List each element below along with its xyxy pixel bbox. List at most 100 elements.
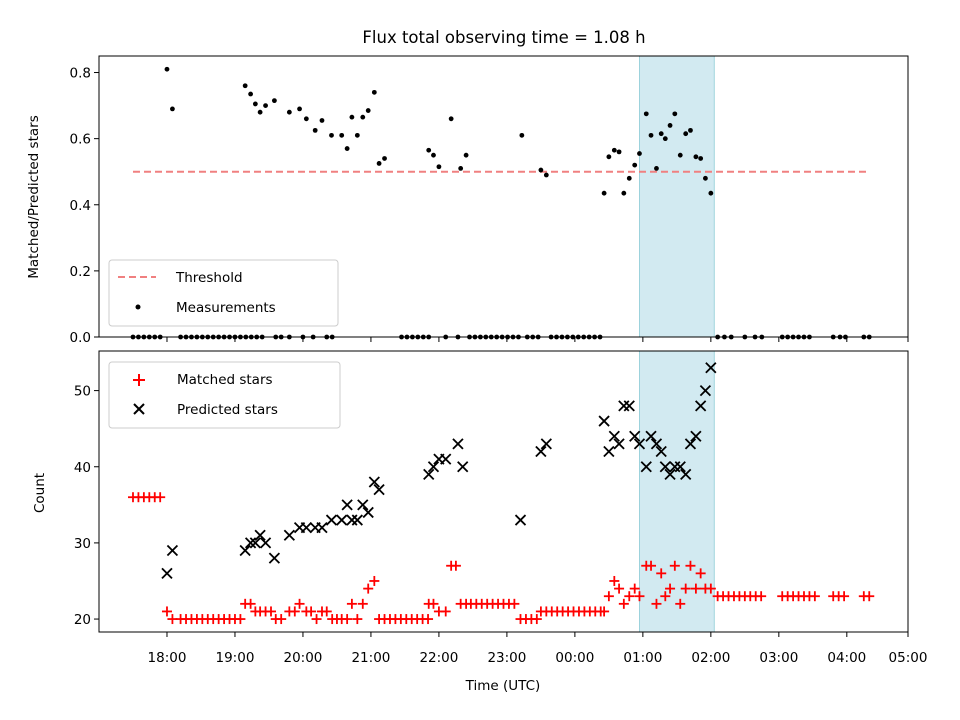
x-tick-label: 19:00	[216, 650, 255, 666]
measurement-point	[297, 106, 302, 112]
predicted-legend-label: Predicted stars	[177, 402, 278, 418]
predicted-star-point	[629, 430, 641, 442]
measurement-point	[632, 162, 638, 168]
matched-star-point	[665, 583, 676, 594]
measurement-point	[329, 132, 334, 138]
matched-star-point	[756, 591, 767, 602]
measurement-point	[376, 161, 382, 166]
predicted-star-point	[699, 384, 712, 397]
ratio-y-tick-label: 0.2	[70, 264, 91, 280]
predicted-star-point	[690, 430, 702, 442]
measurement-point	[677, 152, 683, 158]
measurement-point	[170, 106, 175, 112]
measurement-point	[349, 114, 355, 120]
measurement-point	[698, 156, 704, 161]
measurement-point	[688, 127, 693, 133]
matched-star-point	[155, 492, 166, 503]
measurement-point	[354, 132, 360, 138]
measurement-point	[643, 111, 649, 117]
measurement-point	[611, 147, 617, 153]
predicted-star-point	[535, 445, 547, 458]
matched-star-point	[651, 598, 662, 609]
predicted-star-point	[623, 400, 635, 412]
predicted-star-point	[603, 445, 615, 458]
measurement-point	[263, 103, 268, 108]
measurement-point	[431, 152, 436, 158]
x-tick-label: 05:00	[889, 650, 928, 666]
predicted-star-point	[423, 468, 435, 481]
predicted-star-point	[680, 468, 692, 481]
predicted-star-point	[300, 522, 312, 534]
matched-star-point	[306, 606, 317, 617]
measurements-legend-label: Measurements	[176, 300, 276, 316]
ratio-y-tick-label: 0.0	[70, 330, 91, 346]
measurement-point	[339, 132, 345, 138]
measurement-point	[538, 167, 544, 173]
predicted-star-point	[283, 529, 295, 541]
count-y-tick-label: 30	[74, 536, 91, 552]
matched-star-point	[685, 560, 696, 571]
measurement-point	[360, 114, 366, 120]
measurement-point	[693, 154, 699, 160]
measurements-legend-swatch	[135, 304, 141, 310]
x-tick-label: 02:00	[691, 650, 730, 666]
measurement-point	[436, 164, 442, 170]
count-legend: Matched stars Predicted stars	[108, 361, 341, 429]
x-tick-label: 21:00	[351, 650, 390, 666]
predicted-star-point	[351, 514, 363, 526]
matched-star-point	[695, 568, 706, 579]
count-y-tick-label: 50	[74, 384, 91, 400]
matched-star-point	[690, 583, 701, 594]
measurement-point	[426, 147, 432, 153]
matched-star-point	[321, 606, 332, 617]
matched-star-point	[646, 560, 657, 571]
x-tick-label: 00:00	[555, 650, 594, 666]
predicted-star-point	[368, 476, 380, 488]
matched-star-point	[629, 583, 640, 594]
measurement-point	[616, 149, 622, 155]
measurement-point	[708, 190, 714, 196]
measurement-point	[683, 131, 689, 137]
matched-star-point	[656, 568, 667, 579]
matched-star-point	[294, 598, 305, 609]
x-tick-label: 04:00	[827, 650, 866, 666]
ratio-highlight-span	[639, 55, 715, 338]
measurement-point	[252, 101, 258, 107]
matched-star-point	[346, 598, 357, 609]
matched-star-point	[603, 591, 614, 602]
predicted-star-point	[633, 438, 646, 450]
ratio-y-tick-label: 0.6	[70, 132, 91, 148]
measurement-point	[637, 151, 642, 156]
predicted-star-point	[659, 461, 671, 473]
predicted-star-point	[705, 362, 717, 374]
predicted-star-point	[161, 567, 173, 579]
matched-star-point	[265, 606, 276, 617]
x-tick-label: 01:00	[623, 650, 662, 666]
predicted-star-point	[316, 522, 328, 534]
predicted-star-point	[362, 506, 374, 519]
matched-legend-label: Matched stars	[177, 372, 273, 388]
matched-star-point	[864, 591, 875, 602]
measurement-point	[365, 108, 371, 113]
ratio-legend: Threshold Measurements	[108, 259, 339, 327]
matched-star-point	[369, 575, 380, 586]
matched-star-point	[634, 591, 645, 602]
count-y-tick-label: 20	[74, 612, 91, 628]
ratio-legend-box	[108, 259, 339, 327]
predicted-star-point	[325, 514, 338, 526]
matched-star-point	[352, 614, 363, 625]
matched-star-point	[423, 614, 434, 625]
matched-star-point	[609, 575, 620, 586]
x-tick-label: 18:00	[148, 650, 187, 666]
predicted-star-point	[336, 514, 348, 526]
predicted-star-point	[695, 400, 707, 412]
matched-star-point	[363, 583, 374, 594]
predicted-star-point	[457, 461, 469, 473]
measurement-point	[248, 91, 254, 97]
count-panel-frame	[98, 350, 909, 633]
matched-star-point	[311, 614, 322, 625]
measurement-point	[654, 166, 659, 171]
measurement-point	[662, 136, 668, 142]
measurement-point	[286, 109, 292, 115]
